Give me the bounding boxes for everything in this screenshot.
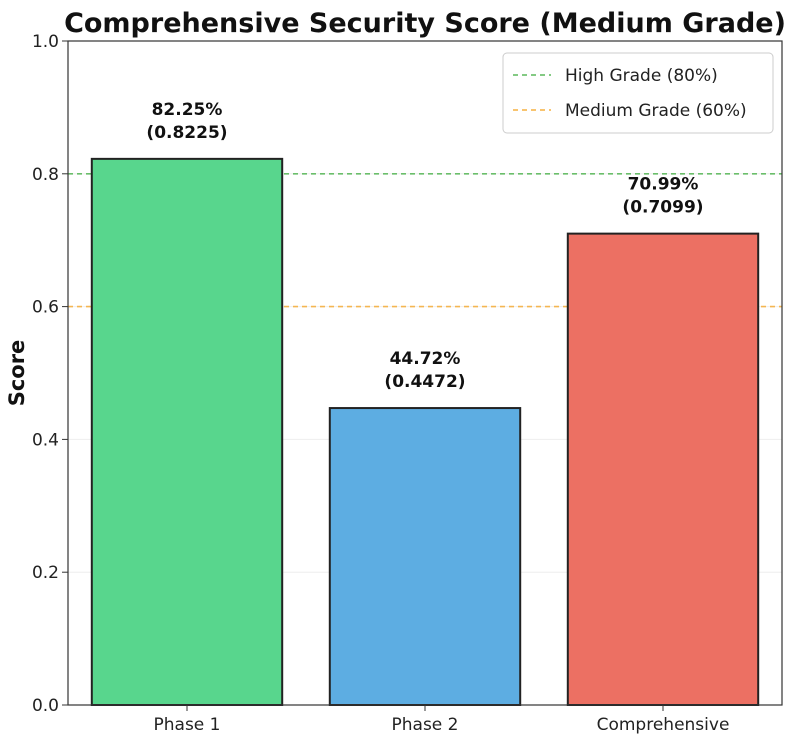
legend-entry: Medium Grade (60%): [565, 101, 747, 121]
y-tick-label: 0.2: [32, 563, 59, 583]
y-axis-label: Score: [5, 340, 29, 407]
x-tick-label: Phase 1: [154, 715, 221, 735]
data-label: 82.25%: [152, 100, 223, 120]
bar: [328, 407, 522, 706]
y-tick-label: 0.8: [32, 165, 59, 185]
data-label: (0.8225): [146, 123, 227, 143]
data-label: 70.99%: [628, 175, 699, 195]
data-label: (0.7099): [622, 198, 703, 218]
x-tick-label: Comprehensive: [597, 715, 730, 735]
legend-entry: High Grade (80%): [565, 66, 718, 86]
y-tick-label: 0.6: [32, 298, 59, 318]
y-tick-label: 0.0: [32, 696, 59, 716]
legend-box: [502, 52, 774, 134]
bar: [566, 232, 760, 706]
data-label: (0.4472): [384, 372, 465, 392]
chart-title: Comprehensive Security Score (Medium Gra…: [64, 8, 786, 39]
x-tick-label: Phase 2: [392, 715, 459, 735]
y-tick-label: 0.4: [32, 430, 59, 450]
bar: [90, 157, 284, 707]
data-label: 44.72%: [390, 349, 461, 369]
legend: High Grade (80%) Medium Grade (60%): [502, 52, 774, 134]
y-tick-label: 1.0: [32, 32, 59, 52]
